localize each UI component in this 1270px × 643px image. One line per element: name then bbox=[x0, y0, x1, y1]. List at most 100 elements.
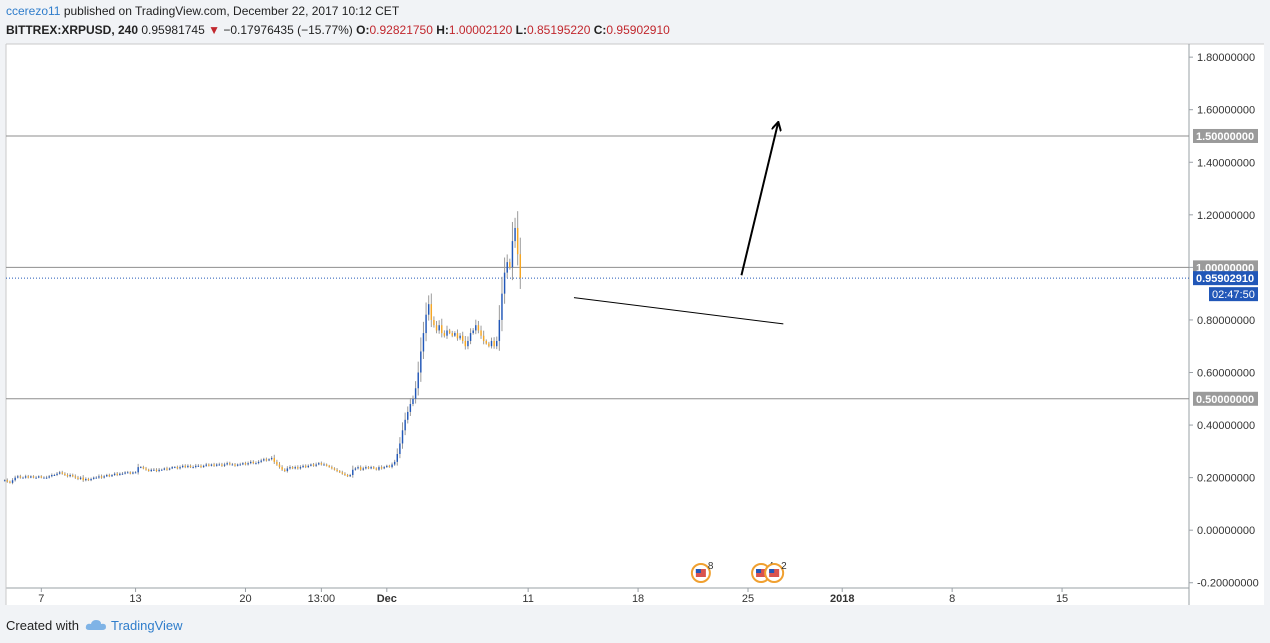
candle-body bbox=[195, 465, 197, 468]
candle-body bbox=[37, 476, 40, 478]
candle-body bbox=[166, 468, 168, 470]
candle-body bbox=[475, 325, 477, 331]
y-tick-label: 0.80000000 bbox=[1197, 315, 1255, 327]
candle-body bbox=[181, 465, 184, 468]
y-tick-label: 0.40000000 bbox=[1197, 420, 1255, 432]
candle-body bbox=[229, 463, 231, 465]
candle-body bbox=[307, 465, 310, 468]
candle-body bbox=[469, 333, 472, 341]
tradingview-link[interactable]: TradingView bbox=[110, 618, 183, 633]
candle-body bbox=[315, 464, 317, 466]
candle-body bbox=[451, 333, 453, 336]
candle-body bbox=[401, 430, 404, 444]
candle-body bbox=[9, 481, 11, 483]
candle-body bbox=[477, 325, 480, 331]
candle-body bbox=[320, 463, 323, 465]
drawings bbox=[573, 123, 784, 325]
low-value: 0.85195220 bbox=[527, 23, 591, 37]
candle-body bbox=[103, 476, 105, 478]
candle-body bbox=[153, 469, 155, 471]
high-label: H: bbox=[436, 23, 449, 37]
candle-body bbox=[338, 471, 341, 473]
candle-body bbox=[514, 227, 516, 242]
candle-body bbox=[425, 314, 427, 334]
x-axis-ticks: 7 13 20 13:00 Dec 11 18 25 2018 8 15 bbox=[38, 588, 1068, 605]
y-tick-label: 1.80000000 bbox=[1197, 52, 1255, 64]
level-price-text: 0.50000000 bbox=[1196, 394, 1254, 406]
candle-body bbox=[257, 461, 260, 464]
candle-body bbox=[427, 304, 430, 315]
y-tick-label: 0.00000000 bbox=[1197, 525, 1255, 537]
candle-body bbox=[464, 340, 467, 347]
candle-body bbox=[294, 467, 296, 469]
candle-body bbox=[270, 457, 273, 460]
candle-body bbox=[192, 467, 194, 469]
plot-area[interactable] bbox=[6, 44, 1189, 588]
candle-body bbox=[77, 477, 79, 479]
candle-body bbox=[66, 474, 69, 477]
candle-body bbox=[291, 467, 294, 469]
candle-body bbox=[506, 262, 508, 273]
flag-canton-icon bbox=[769, 569, 775, 573]
candle-body bbox=[354, 468, 357, 470]
candle-body bbox=[53, 474, 56, 476]
candle-body bbox=[446, 330, 448, 336]
candle-body bbox=[386, 465, 388, 468]
candle-body bbox=[213, 464, 215, 466]
candle-body bbox=[273, 457, 275, 462]
x-tick-label: 7 bbox=[38, 593, 44, 605]
candle-body bbox=[370, 467, 372, 469]
candle-body bbox=[331, 467, 333, 469]
candle-body bbox=[328, 465, 330, 468]
candle-body bbox=[467, 340, 469, 347]
candle-body bbox=[503, 272, 506, 294]
candle-body bbox=[234, 464, 236, 466]
candle-body bbox=[27, 476, 29, 478]
candle-body bbox=[336, 469, 338, 472]
candle-body bbox=[310, 464, 312, 466]
candle-body bbox=[412, 398, 414, 405]
candle-body bbox=[323, 464, 325, 466]
candles bbox=[3, 211, 522, 485]
candle-body bbox=[362, 468, 364, 470]
current-price-tag bbox=[1193, 271, 1258, 286]
candle-body bbox=[302, 465, 304, 468]
candle-body bbox=[35, 477, 37, 479]
candle-body bbox=[325, 464, 328, 466]
candle-body bbox=[268, 459, 270, 461]
author-link[interactable]: ccerezo11 bbox=[6, 4, 61, 18]
flag-canton-icon bbox=[756, 569, 762, 573]
y-tick-label: 0.20000000 bbox=[1197, 473, 1255, 485]
candle-body bbox=[472, 330, 474, 334]
candle-body bbox=[352, 469, 354, 475]
candle-body bbox=[304, 465, 307, 468]
candle-body bbox=[420, 351, 422, 373]
candle-body bbox=[448, 330, 451, 334]
candle-body bbox=[30, 476, 32, 478]
candle-body bbox=[359, 467, 362, 470]
candle-body bbox=[168, 468, 171, 470]
candle-body bbox=[145, 468, 147, 470]
candle-body bbox=[189, 465, 192, 468]
candle-body bbox=[14, 477, 16, 481]
candle-body bbox=[383, 467, 385, 469]
candle-body bbox=[482, 335, 485, 341]
time-axis[interactable] bbox=[6, 588, 1189, 605]
candle-body bbox=[215, 464, 218, 466]
candle-body bbox=[407, 411, 409, 420]
candle-body bbox=[72, 474, 74, 477]
candle-body bbox=[480, 330, 482, 336]
candle-body bbox=[98, 476, 100, 478]
x-tick-label: 2018 bbox=[830, 593, 854, 605]
candle-body bbox=[454, 333, 456, 336]
close-value: 0.95902910 bbox=[606, 23, 670, 37]
level-price-tag bbox=[1193, 128, 1258, 143]
candle-body bbox=[226, 463, 228, 465]
candle-body bbox=[61, 472, 63, 474]
candle-body bbox=[496, 340, 498, 347]
candle-body bbox=[134, 472, 137, 474]
candle-body bbox=[244, 463, 247, 465]
candle-body bbox=[399, 443, 401, 454]
candle-body bbox=[409, 404, 412, 412]
